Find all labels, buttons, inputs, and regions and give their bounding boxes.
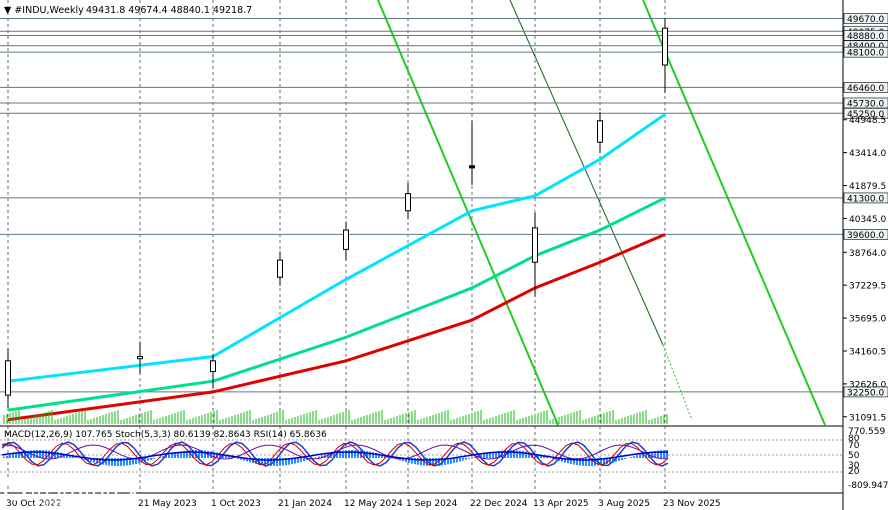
indicator-panel: [0, 439, 843, 473]
level-label: 49670.0: [847, 15, 884, 25]
watermark: instaforex Instant Forex Trading: [3, 477, 140, 509]
time-tick-label: 30 Oct 2022: [6, 499, 62, 509]
level-label-box: [843, 107, 888, 119]
channel-line-middle-ext: [662, 344, 693, 421]
volume-bars: [3, 410, 668, 424]
stoch-signal-line: [1, 442, 669, 466]
watermark-tagline: Instant Forex Trading: [34, 498, 139, 509]
time-tick-label: 13 Apr 2025: [533, 499, 589, 509]
price-tick-label: 41879.5: [849, 182, 886, 192]
indicator-scale-label: 80: [848, 434, 860, 444]
price-tick-label: 32626.0: [849, 380, 886, 390]
level-label-box: [843, 229, 888, 240]
candle-body: [405, 193, 411, 212]
level-label: 48100.0: [847, 49, 884, 59]
time-tick-label: 21 Jan 2024: [278, 499, 332, 509]
indicator-scale-label: 770.559: [848, 427, 885, 437]
level-label-box: [843, 192, 888, 204]
level-label-box: [843, 13, 888, 24]
price-tick-label: 31091.5: [849, 413, 886, 423]
indicator-scale-label: 30: [848, 461, 860, 471]
indicator-scale-label: -809.947: [848, 481, 888, 491]
level-label: 46460.0: [847, 84, 884, 94]
candlesticks: [5, 18, 668, 408]
level-label-box: [843, 82, 888, 93]
channel-line-right: [642, 0, 826, 426]
indicator-scale-label: 50: [848, 451, 860, 461]
level-lines: [0, 18, 843, 393]
time-tick-label: 1 Oct 2023: [211, 499, 261, 509]
chart-header-symbol: ▼ #INDU,Weekly: [4, 5, 84, 16]
channel-line-middle: [509, 0, 664, 346]
ma200-line: [7, 232, 666, 422]
candle-body: [532, 227, 538, 263]
instaforex-logo-dot: [12, 486, 18, 492]
price-tick-label: 34160.5: [849, 347, 886, 357]
indicator-header: MACD(12,26,9) 107.765 Stoch(5,3,3) 80.61…: [4, 430, 327, 440]
level-label: 39600.0: [847, 231, 884, 241]
indicator-scale-label: 70: [848, 441, 860, 451]
price-tick-label: 38764.0: [849, 249, 886, 259]
price-tick-label: 40345.0: [849, 215, 886, 225]
time-tick-label: 21 May 2023: [138, 499, 197, 509]
watermark-brand: instaforex: [30, 478, 140, 503]
price-tick-label: 35695.0: [849, 315, 886, 325]
level-label: 45250.0: [847, 110, 884, 120]
level-label: 41300.0: [847, 194, 884, 204]
level-label: 32250.0: [847, 388, 884, 398]
level-label-box: [843, 386, 888, 398]
dropdown-arrow-icon: ▼: [4, 5, 14, 16]
candle-body: [662, 27, 668, 66]
time-tick-label: 3 Aug 2025: [598, 499, 650, 509]
time-tick-label: 12 May 2024: [344, 499, 403, 509]
time-tick-label: 1 Sep 2024: [406, 499, 458, 509]
chart-header-ohlc: 49431.8 49674.4 48840.1 49218.7: [86, 5, 252, 16]
indicator-scale-label: 20: [848, 467, 860, 477]
candle-body: [137, 356, 143, 360]
time-axis: 30 Oct 2022 21 May 2023 1 Oct 2023 21 Jan 2…: [6, 499, 721, 509]
level-label: 45730.0: [847, 99, 884, 109]
candle-body: [277, 259, 283, 278]
candle-body: [5, 360, 11, 396]
macd-signal-line: [1, 451, 669, 461]
price-tick-label: 37229.5: [849, 282, 886, 292]
instaforex-logo-icon: [3, 477, 27, 501]
candle-body: [210, 360, 216, 373]
level-label: 48880.0: [847, 32, 884, 42]
time-tick-label: 22 Dec 2024: [470, 499, 528, 509]
candle-body: [597, 120, 603, 143]
candle-body: [469, 165, 475, 169]
time-tick-label: 23 Nov 2025: [663, 499, 721, 509]
candle-body: [343, 229, 349, 250]
level-label-box: [843, 46, 888, 58]
price-axis: 49670.049075.048880.048400.048100.046460…: [843, 13, 888, 423]
price-tick-label: 44948.5: [849, 116, 886, 126]
price-tick-label: 43414.0: [849, 149, 886, 159]
